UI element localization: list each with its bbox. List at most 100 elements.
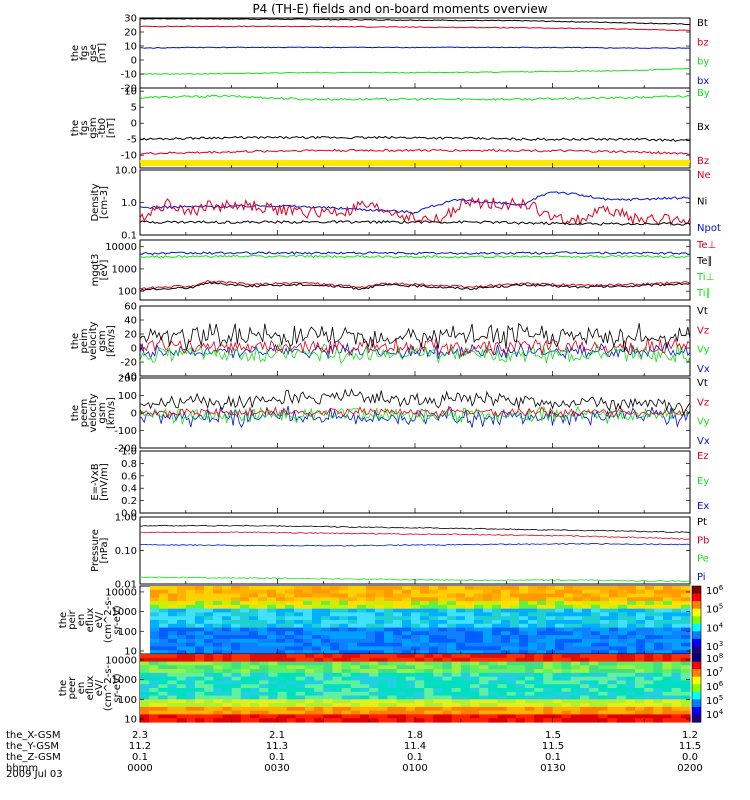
spectrogram-cell xyxy=(258,646,268,651)
spectrogram-cell xyxy=(580,684,590,689)
spectrogram-cell xyxy=(497,657,508,663)
spectrogram-cell xyxy=(149,654,159,659)
spectrogram-cell xyxy=(168,623,178,629)
spectrogram-cell xyxy=(447,616,457,621)
spectrogram-cell xyxy=(222,657,233,663)
y-axis-label: fgs xyxy=(79,45,90,60)
spectrogram-cell xyxy=(259,710,269,716)
spectrogram-cell xyxy=(680,699,691,704)
footer-value: 0000 xyxy=(127,763,152,774)
spectrogram-cell xyxy=(231,691,242,697)
spectrogram-cell xyxy=(627,608,637,614)
spectrogram-cell xyxy=(341,665,352,670)
spectrogram-cell xyxy=(483,597,493,602)
spectrogram-cell xyxy=(442,691,453,697)
spectrogram-cell xyxy=(653,661,664,666)
spectrogram-cell xyxy=(285,642,295,648)
spectrogram-cell xyxy=(645,586,655,591)
spectrogram-cell xyxy=(609,627,619,632)
spectrogram-cell xyxy=(314,684,324,689)
spectrogram-cell xyxy=(519,608,529,614)
spectrogram-cell xyxy=(488,654,499,659)
spectrogram-cell xyxy=(185,676,196,682)
spectrogram-cell xyxy=(589,699,599,704)
spectrogram-cell xyxy=(570,680,581,685)
spectrogram-cell xyxy=(250,657,260,663)
spectrogram-cell xyxy=(268,710,279,716)
spectrogram-cell xyxy=(357,638,367,644)
spectrogram-cell xyxy=(672,616,682,621)
spectrogram-cell xyxy=(150,604,160,610)
spectrogram-cell xyxy=(483,616,493,621)
spectrogram-cell xyxy=(185,714,196,719)
spectrogram-cell xyxy=(312,616,322,621)
spectrogram-cell xyxy=(204,688,214,693)
spectrogram-cell xyxy=(150,612,160,617)
spectrogram-cell xyxy=(195,586,205,591)
spectrogram-cell xyxy=(348,604,358,610)
spectrogram-cell xyxy=(573,597,583,602)
spectrogram-cell xyxy=(460,714,471,719)
spectrogram-cell xyxy=(357,586,367,591)
spectrogram-cell xyxy=(488,706,499,712)
spectrogram-cell xyxy=(525,665,535,670)
spectrogram-cell xyxy=(213,597,223,602)
spectrogram-cell xyxy=(582,593,592,598)
spectrogram-cell xyxy=(240,593,250,598)
spectrogram-cell xyxy=(204,714,214,719)
spectrogram-cell xyxy=(501,638,511,644)
spectrogram-cell xyxy=(378,654,389,659)
spectrogram-cell xyxy=(456,642,466,648)
y-tick-label: 0.01 xyxy=(115,580,137,591)
spectrogram-cell xyxy=(267,593,277,598)
spectrogram-cell xyxy=(140,657,150,663)
spectrogram-cell xyxy=(451,654,462,659)
spectrogram-cell xyxy=(140,654,150,659)
spectrogram-cell xyxy=(168,589,178,595)
spectrogram-cell xyxy=(168,642,178,648)
spectrogram-cell xyxy=(546,638,556,644)
spectrogram-cell xyxy=(375,650,385,655)
spectrogram-cell xyxy=(277,684,288,689)
spectrogram-cell xyxy=(618,612,628,617)
spectrogram-cell xyxy=(663,597,673,602)
spectrogram-cell xyxy=(294,604,304,610)
spectrogram-cell xyxy=(644,714,654,719)
spectrogram-cell xyxy=(543,714,554,719)
y-axis-label: [mV/m] xyxy=(99,463,110,501)
spectrogram-cell xyxy=(213,688,224,693)
spectrogram-cell xyxy=(474,635,484,640)
spectrogram-cell xyxy=(350,676,361,682)
spectrogram-cell xyxy=(158,710,169,716)
spectrogram-cell xyxy=(330,646,340,651)
spectrogram-cell xyxy=(369,695,379,700)
spectrogram-cell xyxy=(573,601,583,606)
spectrogram-cell xyxy=(442,688,453,693)
spectrogram-cell xyxy=(314,676,324,682)
spectrogram-cell xyxy=(323,657,334,663)
spectrogram-cell xyxy=(405,684,416,689)
spectrogram-cell xyxy=(305,672,315,678)
spectrogram-cell xyxy=(501,601,511,606)
spectrogram-cell xyxy=(438,635,448,640)
spectrogram-cell xyxy=(636,642,646,648)
spectrogram-cell xyxy=(627,604,637,610)
colorbar-tick-label: 106 xyxy=(706,680,724,693)
spectrogram-cell xyxy=(653,676,664,682)
spectrogram-cell xyxy=(213,589,223,595)
spectrogram-cell xyxy=(573,635,583,640)
spectrogram-cell xyxy=(285,616,295,621)
spectrogram-cell xyxy=(267,646,277,651)
spectrogram-cell xyxy=(438,604,448,610)
spectrogram-cell xyxy=(185,672,196,678)
spectrogram-cell xyxy=(411,586,421,591)
spectrogram-cell xyxy=(159,586,169,591)
spectrogram-cell xyxy=(159,623,169,629)
spectrogram-cell xyxy=(618,642,628,648)
spectrogram-cell xyxy=(405,657,416,663)
spectrogram-cell xyxy=(451,710,462,716)
spectrogram-cell xyxy=(447,642,457,648)
spectrogram-cell xyxy=(635,665,645,670)
spectrogram-cell xyxy=(185,661,196,666)
spectrogram-cell xyxy=(555,601,565,606)
